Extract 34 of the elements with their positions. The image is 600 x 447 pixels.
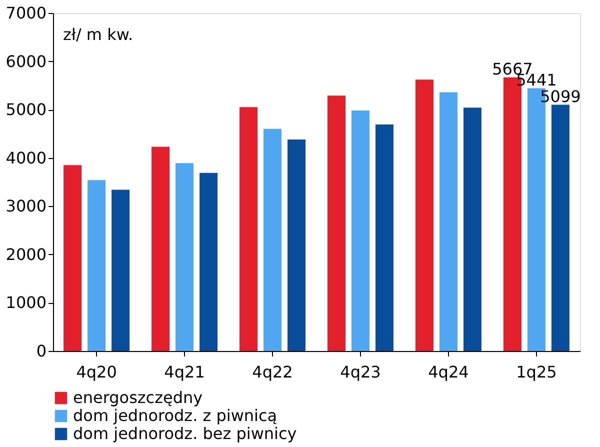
bar [152, 146, 170, 351]
y-tick-label: 3000 [6, 196, 46, 216]
bar [327, 96, 346, 351]
x-tick-label: 4q24 [428, 362, 469, 382]
bar [551, 104, 570, 351]
bar [375, 124, 394, 351]
y-tick-label: 4000 [6, 148, 46, 168]
y-tick-label: 7000 [6, 4, 46, 22]
x-tick-label: 4q21 [164, 362, 205, 382]
bar [112, 190, 130, 351]
bar [64, 165, 82, 351]
bar [351, 110, 370, 351]
x-tick-label: 4q22 [252, 362, 293, 382]
y-tick-label: 5000 [6, 100, 46, 120]
bar [288, 140, 306, 351]
legend-label: dom jednorodz. z piwnicą [73, 406, 278, 425]
y-tick-label: 2000 [6, 244, 46, 264]
bar [176, 163, 194, 351]
bar [463, 108, 482, 351]
legend-label: energoszczędny [73, 388, 203, 407]
x-tick-label: 4q23 [340, 362, 381, 382]
bar [240, 107, 258, 351]
x-tick-label: 4q20 [76, 362, 117, 382]
bar [415, 80, 434, 351]
bar [439, 92, 458, 351]
y-tick-label: 1000 [6, 293, 46, 312]
y-tick-label: 6000 [6, 52, 46, 71]
bar [88, 180, 106, 351]
bar [200, 172, 218, 351]
y-tick-label: 0 [36, 342, 46, 360]
annotation: zł/ m kw. [63, 25, 134, 44]
bar [264, 128, 282, 351]
x-tick-label: 1q25 [516, 362, 557, 382]
legend-label: dom jednorodz. bez piwnicy [73, 424, 297, 443]
